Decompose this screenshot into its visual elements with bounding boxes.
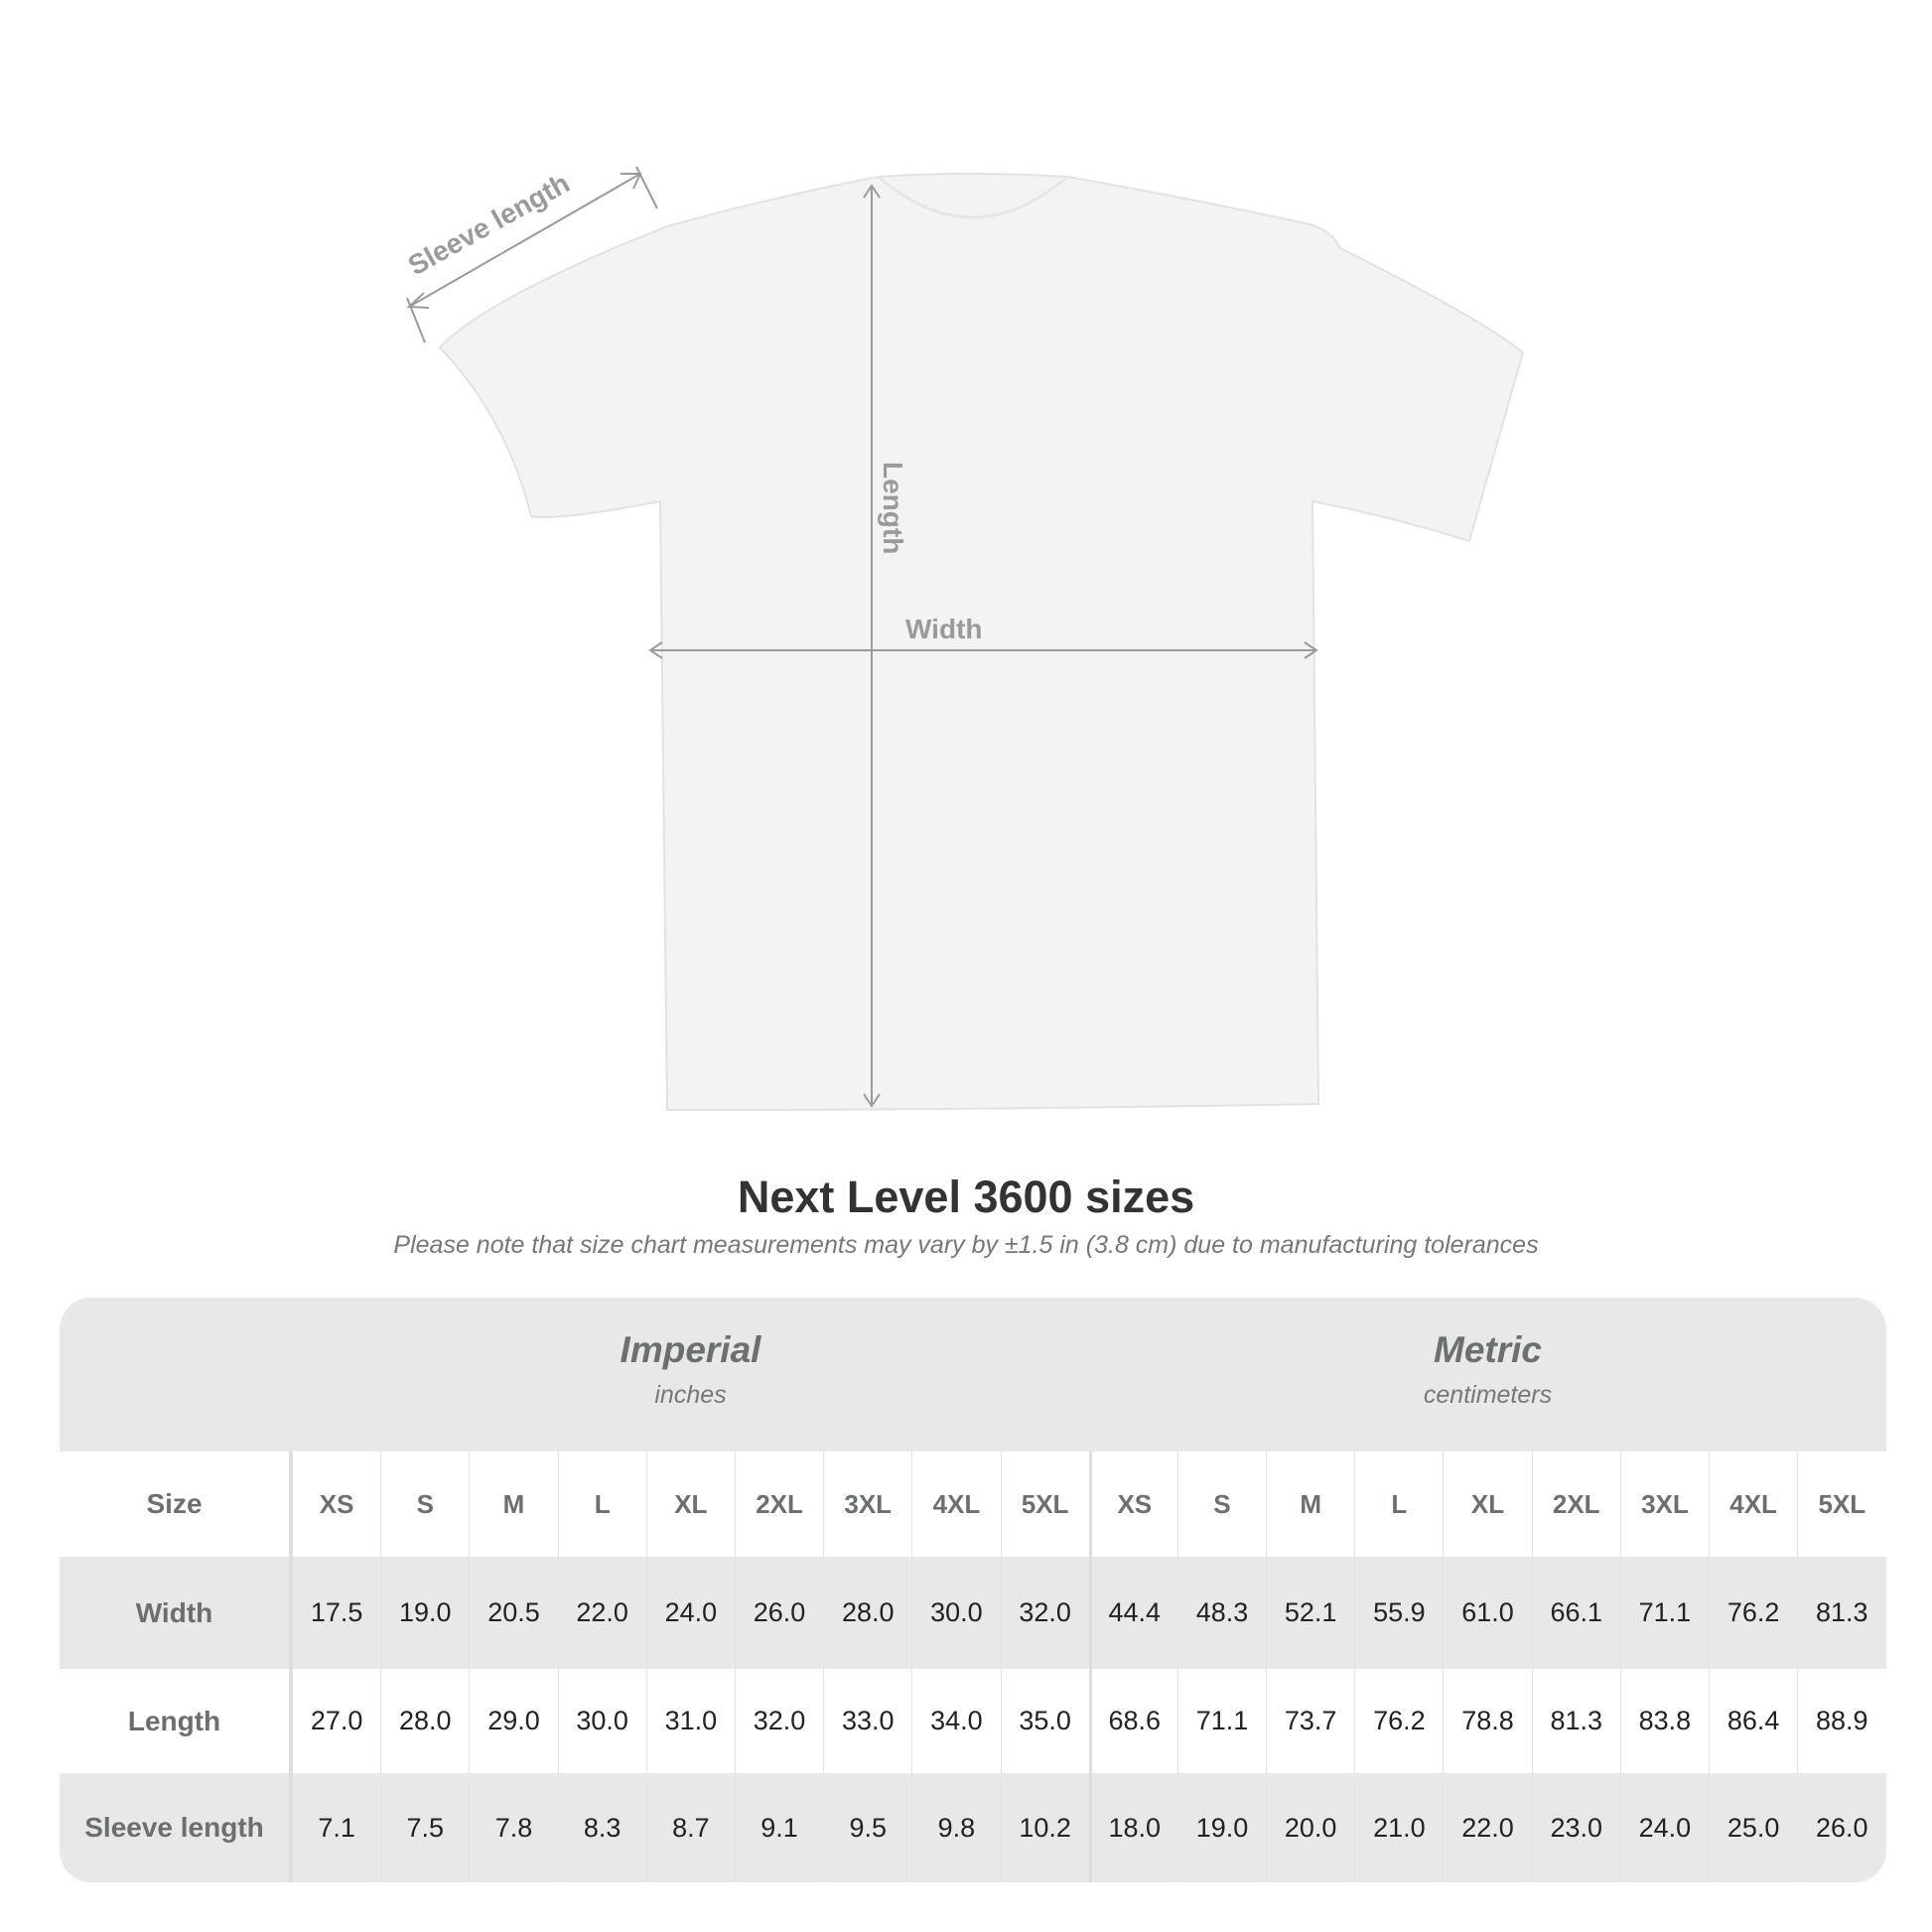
row-label: Width [60,1557,292,1669]
row-label: Size [60,1451,292,1557]
imperial-cell: 9.1 [734,1773,823,1882]
tolerance-note: Please note that size chart measurements… [393,1231,1539,1259]
metric-cell: 3XL [1619,1451,1709,1557]
metric-cell: 22.0 [1443,1773,1531,1882]
imperial-cell: 26.0 [734,1557,823,1669]
imperial-cell: S [380,1451,469,1557]
metric-cell: L [1354,1451,1443,1557]
table-row: Length 27.0 28.0 29.0 30.0 31.0 32.0 33.0 34.0 35… [60,1669,1886,1773]
metric-cell: 48.3 [1176,1557,1266,1669]
imperial-cell: 22.0 [557,1557,646,1669]
imperial-cell: 7.1 [292,1773,380,1882]
metric-cell: 23.0 [1531,1773,1620,1882]
imperial-cell: L [557,1451,646,1557]
imperial-cell: 19.0 [380,1557,469,1669]
metric-cell: M [1266,1451,1354,1557]
imperial-cell: XS [292,1451,380,1557]
table-row: Width 17.5 19.0 20.5 22.0 24.0 26.0 28.0 30.0 32.… [60,1557,1886,1669]
tshirt-diagram: Sleeve length Length Width [403,166,1525,1112]
metric-cell: 86.4 [1709,1669,1797,1773]
imperial-cell: 32.0 [734,1669,823,1773]
metric-title: Metric [1434,1329,1542,1370]
imperial-cell: 17.5 [292,1557,380,1669]
metric-header: Metric centimeters [1089,1298,1886,1451]
imperial-cell: 20.5 [469,1557,557,1669]
metric-unit: centimeters [1423,1381,1553,1409]
imperial-cell: 33.0 [823,1669,911,1773]
width-label: Width [905,614,983,644]
imperial-cell: 32.0 [1000,1557,1089,1669]
tshirt-illustration [438,173,1525,1112]
metric-cell: XL [1443,1451,1531,1557]
metric-cell: 25.0 [1709,1773,1797,1882]
metric-cell: 61.0 [1443,1557,1531,1669]
metric-cell: S [1176,1451,1266,1557]
imperial-cell: 7.5 [380,1773,469,1882]
imperial-title: Imperial [620,1329,761,1370]
metric-cell: 24.0 [1619,1773,1709,1882]
imperial-cell: 28.0 [380,1669,469,1773]
metric-cell: 55.9 [1354,1557,1443,1669]
sleeve-length-label: Sleeve length [403,168,575,282]
imperial-cell: 9.8 [911,1773,1000,1882]
metric-cell: 19.0 [1176,1773,1266,1882]
imperial-cell: 7.8 [469,1773,557,1882]
imperial-cell: 8.3 [557,1773,646,1882]
metric-cell: 71.1 [1176,1669,1266,1773]
page-title: Next Level 3600 sizes [737,1172,1195,1222]
metric-cell: 88.9 [1797,1669,1885,1773]
table-row: Sleeve length 7.1 7.5 7.8 8.3 8.7 9.1 9.5 9.8 10.… [60,1773,1886,1882]
metric-cell: 73.7 [1266,1669,1354,1773]
imperial-cell: 30.0 [557,1669,646,1773]
size-header-row: Size XS S M L XL 2XL 3XL 4XL 5XL XS S M L XL 2XL 3XL 4XL 5… [60,1451,1886,1557]
metric-cell: 44.4 [1088,1557,1177,1669]
metric-cell: 83.8 [1619,1669,1709,1773]
metric-cell: 20.0 [1266,1773,1354,1882]
imperial-unit: inches [654,1381,727,1409]
metric-cell: 21.0 [1354,1773,1443,1882]
imperial-cell: 35.0 [1000,1669,1089,1773]
imperial-cell: 27.0 [292,1669,380,1773]
row-label: Length [60,1669,292,1773]
metric-cell: 76.2 [1354,1669,1443,1773]
sleeve-arrow [408,173,641,308]
metric-cell: 78.8 [1443,1669,1531,1773]
size-table: Imperial inches Metric centimeters Size X… [60,1298,1886,1882]
imperial-cell: 28.0 [823,1557,911,1669]
imperial-cell: 24.0 [645,1557,735,1669]
metric-cell: 18.0 [1088,1773,1177,1882]
metric-cell: 2XL [1531,1451,1620,1557]
metric-cell: 71.1 [1619,1557,1709,1669]
imperial-cell: M [469,1451,557,1557]
imperial-cell: 29.0 [469,1669,557,1773]
imperial-cell: 9.5 [823,1773,911,1882]
metric-cell: 26.0 [1797,1773,1885,1882]
imperial-cell: 2XL [734,1451,823,1557]
imperial-cell: 5XL [1000,1451,1089,1557]
metric-cell: 81.3 [1531,1669,1620,1773]
metric-cell: 68.6 [1088,1669,1177,1773]
metric-cell: XS [1088,1451,1177,1557]
imperial-cell: XL [645,1451,735,1557]
metric-cell: 52.1 [1266,1557,1354,1669]
imperial-cell: 8.7 [645,1773,735,1882]
imperial-cell: 10.2 [1000,1773,1089,1882]
imperial-cell: 30.0 [911,1557,1000,1669]
metric-cell: 66.1 [1531,1557,1620,1669]
imperial-cell: 3XL [823,1451,911,1557]
metric-cell: 81.3 [1797,1557,1885,1669]
metric-cell: 5XL [1797,1451,1885,1557]
imperial-cell: 34.0 [911,1669,1000,1773]
metric-cell: 76.2 [1709,1557,1797,1669]
length-label: Length [878,462,908,554]
imperial-cell: 4XL [911,1451,1000,1557]
row-label: Sleeve length [60,1773,292,1882]
imperial-header: Imperial inches [292,1298,1089,1451]
imperial-cell: 31.0 [645,1669,735,1773]
metric-cell: 4XL [1709,1451,1797,1557]
